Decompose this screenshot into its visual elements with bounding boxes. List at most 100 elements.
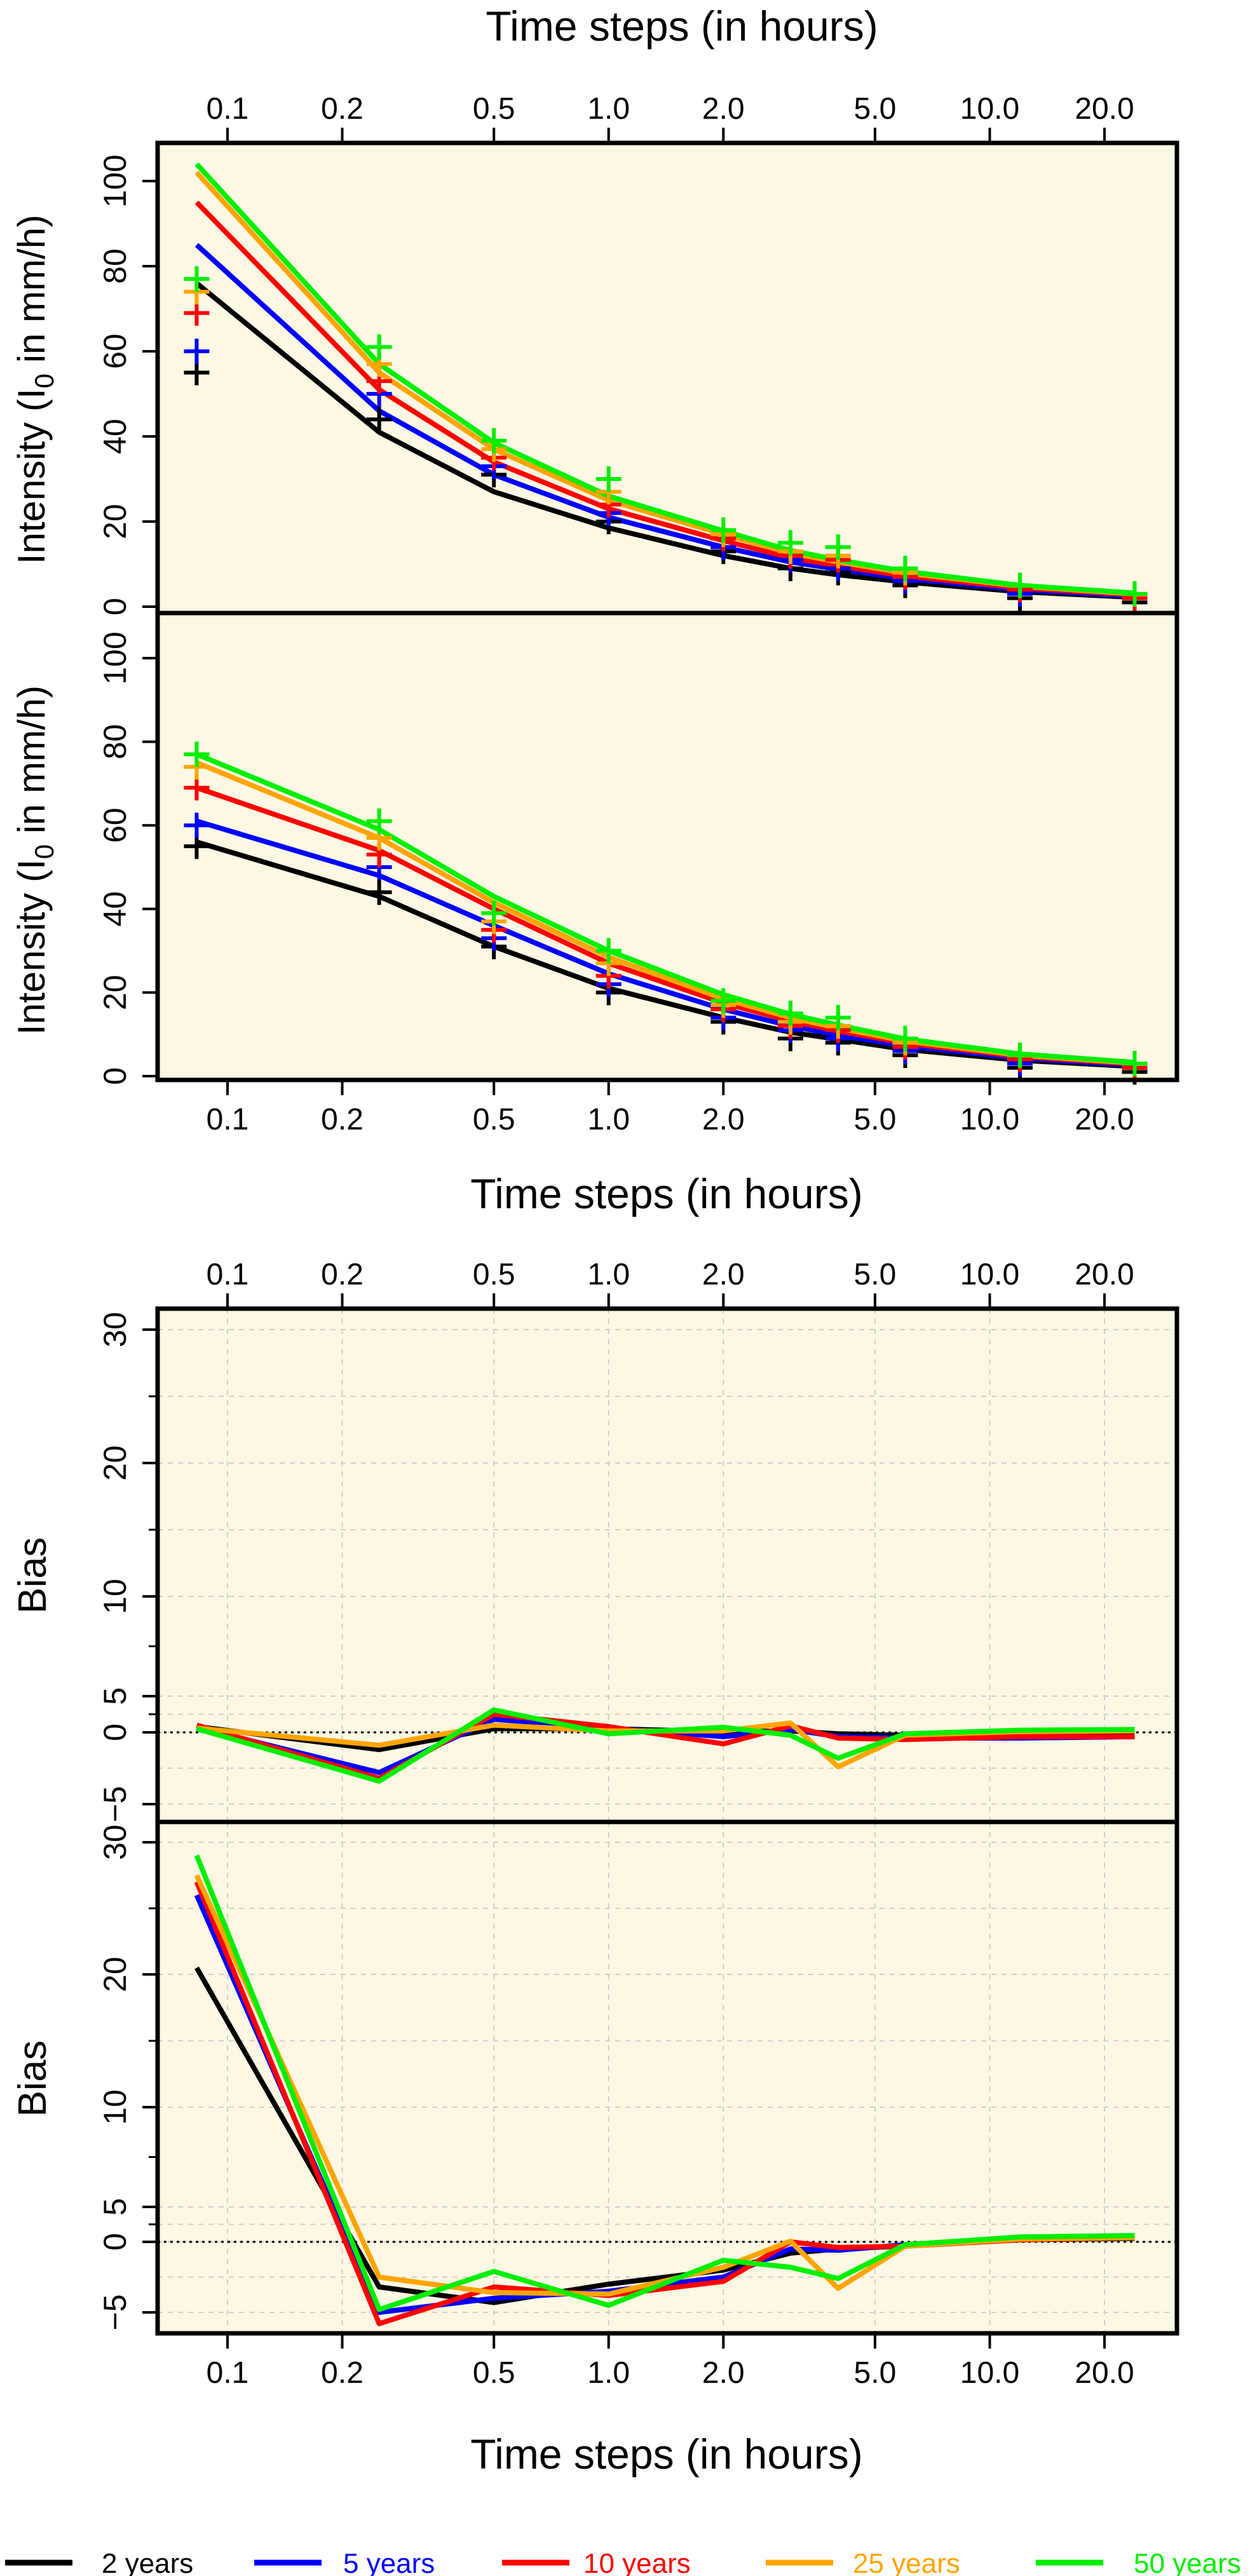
- series-line-50-years: [195, 752, 1135, 1065]
- y-tick-label-3: 60: [97, 807, 133, 843]
- x-tick-label-bottom-1: 0.2: [321, 2356, 364, 2390]
- observed-marker-2-years: [184, 360, 210, 386]
- y-tick-label-0: 0: [97, 598, 133, 616]
- x-tick-label-top-6: 10.0: [960, 1258, 1019, 1291]
- x-tick-label-bottom-3: 1.0: [587, 2356, 630, 2390]
- observed-marker-50-years: [184, 266, 210, 292]
- x-tick-label-top-6: 10.0: [960, 92, 1019, 126]
- bottom-axis-title-d: Time steps (in hours): [470, 2431, 862, 2478]
- observed-marker-50-years: [1007, 1042, 1033, 1069]
- y-axis-label-a-suffix: in mm/h): [10, 215, 53, 374]
- observed-marker-2-years: [366, 879, 392, 905]
- x-tick-label-top-7: 20.0: [1075, 92, 1134, 126]
- plot-background: [158, 1309, 1177, 1822]
- plot-frame: [155, 610, 1179, 1082]
- legend: 2 years 5 years 10 years 25 years 50 yea…: [5, 2548, 1241, 2576]
- x-tick-label-top-1: 0.2: [321, 92, 364, 126]
- observed-marker-50-years: [1007, 572, 1033, 598]
- panel-b: 0 20 40 60 80 100 0.1 0.2 0.5 1.0 2.0 5.0 10.0 20.0: [97, 610, 1179, 1136]
- x-tick-label-bottom-3: 1.0: [587, 1103, 630, 1136]
- y-tick-label-4: 80: [97, 724, 133, 760]
- y-tick-label-4: 20: [97, 1445, 133, 1481]
- y-tick-label-5: 30: [97, 1312, 133, 1347]
- y-tick-label-2: 5: [97, 1687, 133, 1705]
- x-tick-label-bottom-5: 5.0: [854, 2356, 897, 2390]
- y-tick-label-1: 0: [97, 2233, 133, 2251]
- observed-marker-50-years: [1122, 1051, 1148, 1077]
- observed-marker-50-years: [892, 1025, 918, 1051]
- y-tick-label-5: 30: [97, 1824, 133, 1860]
- y-tick-label-2: 5: [97, 2198, 133, 2216]
- observed-marker-50-years: [595, 938, 622, 964]
- y-axis-label-b-sub: 0: [29, 844, 59, 859]
- legend-label-10-years: 10 years: [583, 2548, 691, 2576]
- x-tick-label-bottom-7: 20.0: [1075, 1103, 1134, 1136]
- observed-marker-10-years: [184, 300, 210, 326]
- y-tick-label-5: 100: [97, 154, 133, 207]
- y-axis-label-a-sub: 0: [29, 374, 59, 388]
- legend-label-2-years: 2 years: [102, 2548, 193, 2576]
- series-line-2-years: [196, 839, 1135, 1069]
- series-line-50-years: [194, 162, 1135, 596]
- series-line-2-years: [194, 281, 1135, 600]
- observed-marker-50-years: [481, 900, 507, 926]
- x-tick-label-top-0: 0.1: [207, 92, 249, 126]
- observed-marker-2-years: [366, 407, 392, 433]
- observed-marker-50-years: [184, 741, 210, 767]
- x-tick-label-bottom-4: 2.0: [702, 2356, 745, 2390]
- x-tick-label-bottom-6: 10.0: [960, 1103, 1019, 1136]
- y-tick-label-3: 10: [97, 1579, 133, 1614]
- x-tick-label-top-5: 5.0: [854, 92, 897, 126]
- panel-d: −5 0 5 10 20 30 0.1 0.2 0.5 1.0 2.0 5.0 10.0 20.0: [97, 1819, 1179, 2390]
- x-tick-label-top-5: 5.0: [854, 1258, 897, 1291]
- y-tick-label-4: 80: [97, 248, 133, 284]
- x-tick-label-bottom-6: 10.0: [960, 2356, 1019, 2390]
- observed-marker-50-years: [825, 534, 851, 560]
- x-tick-label-top-1: 0.2: [321, 1258, 364, 1291]
- y-tick-label-0: −5: [97, 1786, 133, 1822]
- x-tick-label-bottom-0: 0.1: [207, 1103, 249, 1136]
- x-tick-label-bottom-2: 0.5: [473, 2356, 515, 2390]
- y-axis-label-a-prefix: Intensity (I: [10, 388, 53, 564]
- y-axis-label-d: Bias: [11, 2040, 55, 2117]
- series-line-50-years: [196, 1707, 1135, 1784]
- x-tick-label-bottom-0: 0.1: [207, 2356, 249, 2390]
- y-tick-label-0: 0: [97, 1067, 133, 1085]
- x-tick-label-bottom-7: 20.0: [1075, 2356, 1134, 2390]
- plot-background: [158, 613, 1177, 1080]
- legend-label-50-years: 50 years: [1134, 2548, 1241, 2576]
- y-axis-label-b: Intensity (I0 in mm/h): [10, 685, 59, 1035]
- x-tick-label-bottom-4: 2.0: [702, 1103, 745, 1136]
- observed-marker-50-years: [710, 988, 737, 1014]
- observed-marker-50-years: [366, 808, 392, 834]
- y-axis-label-b-prefix: Intensity (I: [10, 859, 53, 1035]
- y-tick-label-2: 40: [97, 891, 133, 927]
- y-axis-label-a: Intensity (I0 in mm/h): [10, 215, 59, 564]
- y-axis-label-b-suffix: in mm/h): [10, 685, 53, 844]
- y-tick-label-1: 0: [97, 1723, 133, 1741]
- bottom-axis-title-b: Time steps (in hours): [470, 1170, 862, 1217]
- series-line-50-years: [194, 1854, 1135, 2312]
- x-tick-label-top-4: 2.0: [702, 1258, 745, 1291]
- observed-marker-50-years: [825, 1004, 851, 1030]
- observed-marker-50-years: [777, 1001, 803, 1027]
- x-tick-label-bottom-5: 5.0: [854, 1103, 897, 1136]
- y-tick-label-1: 20: [97, 975, 133, 1011]
- observed-marker-5-years: [184, 813, 210, 839]
- observed-marker-50-years: [777, 530, 803, 556]
- x-tick-label-top-0: 0.1: [207, 1258, 249, 1291]
- y-tick-label-3: 10: [97, 2089, 133, 2125]
- x-tick-label-top-2: 0.5: [473, 1258, 515, 1291]
- x-tick-label-top-2: 0.5: [473, 92, 515, 126]
- y-tick-label-0: −5: [97, 2294, 133, 2330]
- observed-marker-50-years: [595, 466, 622, 492]
- observed-marker-50-years: [892, 555, 918, 581]
- observed-marker-50-years: [366, 334, 392, 360]
- y-axis-label-c: Bias: [11, 1537, 55, 1614]
- observed-marker-50-years: [1122, 581, 1148, 607]
- observed-marker-5-years: [184, 339, 210, 364]
- legend-label-5-years: 5 years: [343, 2548, 435, 2576]
- y-tick-label-1: 20: [97, 504, 133, 539]
- y-tick-label-3: 60: [97, 334, 133, 369]
